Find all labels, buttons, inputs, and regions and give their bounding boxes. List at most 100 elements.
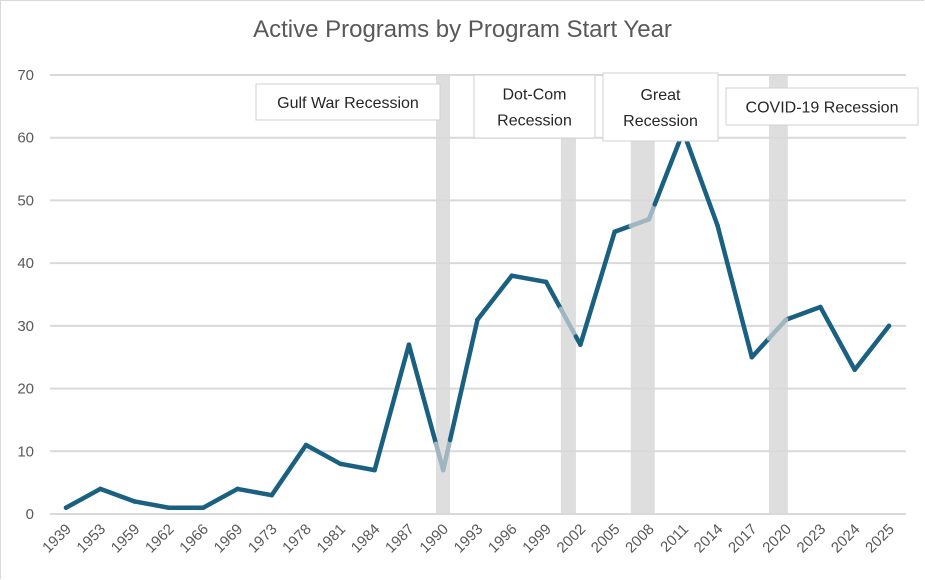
recession-label-text: Dot-Com [502, 87, 566, 104]
x-tick-label: 2020 [759, 521, 795, 557]
x-tick-label: 1987 [382, 521, 418, 557]
data-point [578, 342, 583, 347]
line-segment-recession [440, 437, 453, 473]
data-point [441, 467, 446, 473]
line-segment [235, 486, 274, 498]
x-tick-label: 1990 [416, 521, 452, 557]
x-tick-label: 1969 [211, 521, 247, 557]
line-segment [132, 499, 172, 510]
data-point [235, 486, 240, 492]
y-tick-label: 40 [17, 255, 34, 272]
y-axis-ticks: 0 10 20 30 40 50 60 70 [17, 67, 34, 523]
data-point [475, 317, 480, 322]
data-point [818, 304, 823, 310]
x-tick-label: 1978 [279, 521, 315, 557]
x-tick-label: 1999 [519, 521, 555, 557]
recession-label: Great Recession [602, 72, 719, 142]
recession-label-text: Recession [623, 113, 698, 130]
x-tick-label: 1966 [176, 521, 212, 557]
recession-label-text: Great [640, 87, 681, 104]
data-point [715, 223, 720, 228]
data-point [269, 492, 274, 498]
recession-band [768, 75, 788, 514]
x-tick-label: 2008 [622, 521, 658, 557]
recession-label-text: Gulf War Recession [277, 95, 419, 112]
recession-bands [436, 75, 788, 514]
data-point [63, 505, 69, 510]
x-tick-label: 1962 [142, 521, 178, 557]
data-point [509, 273, 514, 278]
x-tick-label: 1973 [245, 521, 281, 557]
x-tick-label: 2023 [794, 521, 830, 557]
y-tick-label: 70 [17, 67, 34, 84]
x-tick-label: 2017 [725, 521, 761, 557]
data-point [646, 217, 652, 222]
line-segment-recession [766, 317, 789, 341]
x-tick-label: 2011 [657, 521, 692, 556]
recession-label-box [602, 72, 719, 142]
x-tick-label: 1993 [451, 521, 487, 557]
data-point [852, 367, 857, 372]
x-tick-label: 2025 [862, 521, 898, 557]
y-tick-label: 10 [17, 443, 34, 460]
line-segment [681, 129, 720, 228]
recession-label: COVID-19 Recession [725, 87, 919, 126]
data-point [132, 499, 137, 504]
line-segment [749, 336, 772, 360]
line-segment [406, 342, 439, 447]
recession-band [630, 75, 655, 514]
x-tick-label: 2002 [554, 521, 590, 557]
recession-label-box [725, 87, 919, 126]
data-point [749, 355, 755, 360]
y-tick-label: 0 [26, 506, 34, 523]
recession-band [436, 75, 451, 514]
x-tick-label: 1953 [73, 521, 109, 557]
series-line [63, 129, 892, 510]
x-tick-label: 2024 [828, 521, 864, 557]
y-tick-label: 30 [17, 318, 34, 335]
data-point [543, 279, 549, 285]
line-segment [509, 273, 549, 285]
x-tick-label: 2005 [588, 521, 624, 557]
line-segment-recession [646, 202, 658, 222]
x-tick-label: 1996 [485, 521, 521, 557]
line-segment [98, 486, 137, 504]
line-segment [578, 229, 617, 347]
line-segment-recession [628, 216, 652, 229]
x-axis-ticks: 1939195319591962196619691973197819811984… [39, 521, 898, 557]
data-point [886, 323, 892, 329]
line-segment [303, 442, 343, 467]
y-tick-label: 60 [17, 130, 34, 147]
line-segment [785, 304, 823, 322]
recession-band [560, 75, 576, 514]
line-segment [338, 461, 377, 473]
data-point [406, 342, 412, 347]
line-segment [715, 223, 755, 360]
x-tick-label: 1981 [314, 521, 350, 557]
line-segment [852, 323, 892, 373]
line-segment [652, 129, 686, 207]
recession-annotations: Gulf War Recession Dot-Com Recession Great R… [255, 72, 919, 142]
line-segment [63, 486, 103, 510]
recession-label-text: COVID-19 Recession [746, 100, 899, 117]
line-segment [818, 304, 857, 373]
line-segment [612, 223, 634, 235]
line-segment-recession [558, 306, 579, 339]
recession-label: Gulf War Recession [255, 83, 441, 121]
line-segment [543, 279, 564, 312]
data-point [372, 467, 377, 473]
data-point [303, 442, 309, 448]
recession-label: Dot-Com Recession [473, 74, 596, 139]
data-point [98, 486, 103, 492]
recession-label-box [473, 74, 596, 139]
chart-title: Active Programs by Program Start Year [253, 16, 672, 43]
line-segment [447, 317, 480, 443]
data-point [166, 505, 172, 510]
x-tick-label: 1939 [39, 521, 75, 557]
line-segment [372, 342, 412, 473]
data-point [200, 505, 206, 510]
data-point [612, 229, 617, 234]
line-segment [269, 442, 309, 498]
